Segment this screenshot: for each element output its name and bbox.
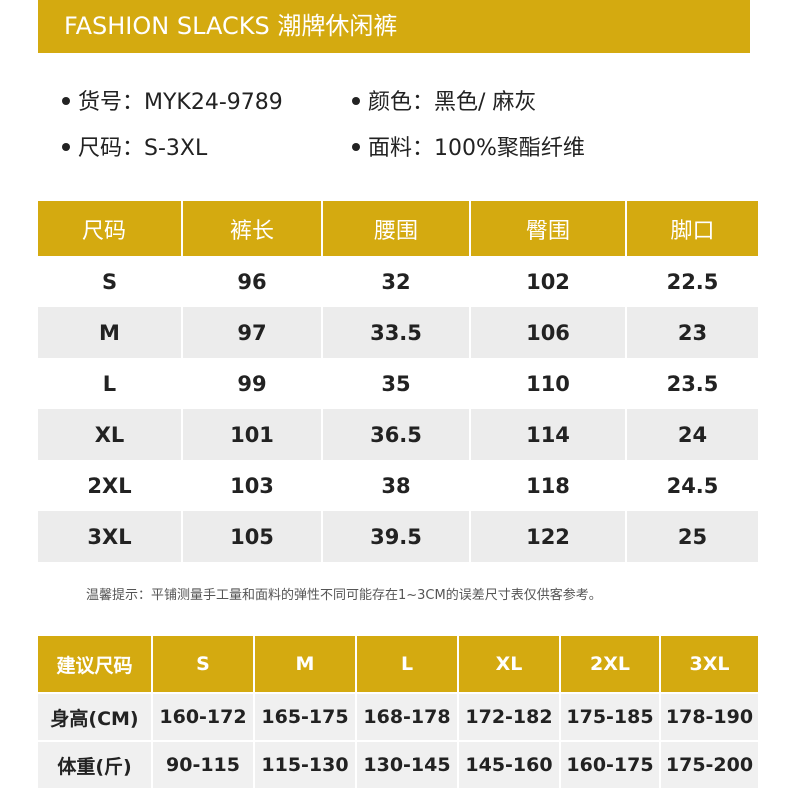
cell-weight: 130-145 xyxy=(356,740,459,788)
cell-hip: 114 xyxy=(470,409,627,460)
cell-height: 175-185 xyxy=(560,692,661,741)
cell-height: 168-178 xyxy=(356,692,459,741)
cell-weight: 175-200 xyxy=(660,740,758,788)
fabric-value: 面料：100%聚酯纤维 xyxy=(368,136,585,161)
weight-row: 体重(斤) 90-115 115-130 130-145 145-160 160… xyxy=(38,740,758,788)
size-range: 尺码：S-3XL xyxy=(78,136,208,161)
cell-length: 96 xyxy=(182,256,323,307)
cell-waist: 36.5 xyxy=(322,409,471,460)
cell-weight: 90-115 xyxy=(152,740,255,788)
cell-hem: 24.5 xyxy=(666,473,719,498)
item-number: 货号：MYK24-9789 xyxy=(78,90,283,115)
row-label-height: 身高(CM) xyxy=(38,692,153,741)
cell-length: 105 xyxy=(182,511,323,562)
table-row: S 96 32 102 22.5 xyxy=(38,256,758,307)
cell-waist: 35 xyxy=(322,358,471,409)
cell-weight: 145-160 xyxy=(458,740,561,788)
bullet-icon xyxy=(62,143,70,151)
size-range-row: 尺码：S-3XL xyxy=(62,130,207,170)
cell-weight: 115-130 xyxy=(254,740,357,788)
table-row: XL 101 36.5 114 24 xyxy=(38,409,758,460)
recommended-size-table: 建议尺码 S M L XL 2XL 3XL 身高(CM) 160-172 165… xyxy=(38,636,758,788)
header-size-3xl: 3XL xyxy=(660,636,758,693)
item-number-row: 货号：MYK24-9789 xyxy=(62,84,283,124)
cell-hip: 110 xyxy=(470,358,627,409)
size-chart-header: 尺码 裤长 腰围 臀围 脚口 xyxy=(38,201,758,256)
cell-hem: 24 xyxy=(626,409,758,460)
measurement-note: 温馨提示：平铺测量手工量和面料的弹性不同可能存在1~3CM的误差尺寸表仅供客参考… xyxy=(86,588,602,603)
cell-hip: 102 xyxy=(470,256,627,307)
table-row: 2XL 103 38 118 24.5 xyxy=(38,460,758,511)
cell-height: 165-175 xyxy=(254,692,357,741)
header-waist: 腰围 xyxy=(322,201,471,256)
header-hem: 脚口 xyxy=(626,201,758,256)
cell-height: 178-190 xyxy=(660,692,758,741)
bullet-icon xyxy=(62,97,70,105)
cell-length: 101 xyxy=(182,409,323,460)
cell-waist: 39.5 xyxy=(322,511,471,562)
recommended-header: 建议尺码 S M L XL 2XL 3XL xyxy=(38,636,758,693)
color-row: 颜色：黑色/ 麻灰 xyxy=(352,84,536,124)
cell-hem: 22.5 xyxy=(666,269,719,294)
cell-length: 97 xyxy=(182,307,323,358)
cell-size: 3XL xyxy=(38,511,183,562)
height-row: 身高(CM) 160-172 165-175 168-178 172-182 1… xyxy=(38,692,758,741)
cell-hem: 23 xyxy=(626,307,758,358)
cell-hip: 122 xyxy=(470,511,627,562)
header-recommended-size: 建议尺码 xyxy=(38,636,153,693)
banner-title: FASHION SLACKS 潮牌休闲裤 xyxy=(38,0,750,53)
cell-height: 160-172 xyxy=(152,692,255,741)
cell-size: L xyxy=(38,358,183,409)
cell-hip: 106 xyxy=(470,307,627,358)
row-label-weight: 体重(斤) xyxy=(38,740,153,788)
size-chart-table: 尺码 裤长 腰围 臀围 脚口 S 96 32 102 22.5 M 97 33.… xyxy=(38,201,758,562)
product-info: 货号：MYK24-9789 颜色：黑色/ 麻灰 尺码：S-3XL 面料：100%… xyxy=(62,84,742,180)
cell-weight: 160-175 xyxy=(560,740,661,788)
table-row: L 99 35 110 23.5 xyxy=(38,358,758,409)
cell-size: S xyxy=(38,256,183,307)
color-value: 颜色：黑色/ 麻灰 xyxy=(368,90,537,115)
header-size-s: S xyxy=(152,636,255,693)
table-row: M 97 33.5 106 23 xyxy=(38,307,758,358)
table-row: 3XL 105 39.5 122 25 xyxy=(38,511,758,562)
cell-waist: 32 xyxy=(322,256,471,307)
header-size-m: M xyxy=(254,636,357,693)
cell-hip: 118 xyxy=(470,460,627,511)
cell-length: 103 xyxy=(182,460,323,511)
cell-height: 172-182 xyxy=(458,692,561,741)
cell-length: 99 xyxy=(182,358,323,409)
header-size-2xl: 2XL xyxy=(560,636,661,693)
bullet-icon xyxy=(352,143,360,151)
cell-waist: 38 xyxy=(322,460,471,511)
header-size: 尺码 xyxy=(38,201,183,256)
cell-waist: 33.5 xyxy=(322,307,471,358)
cell-size: XL xyxy=(38,409,183,460)
fabric-row: 面料：100%聚酯纤维 xyxy=(352,130,585,170)
bullet-icon xyxy=(352,97,360,105)
cell-size: 2XL xyxy=(38,460,183,511)
header-size-l: L xyxy=(356,636,459,693)
cell-hem: 23.5 xyxy=(666,371,719,396)
cell-size: M xyxy=(38,307,183,358)
header-length: 裤长 xyxy=(182,201,323,256)
header-size-xl: XL xyxy=(458,636,561,693)
header-hip: 臀围 xyxy=(470,201,627,256)
cell-hem: 25 xyxy=(626,511,758,562)
